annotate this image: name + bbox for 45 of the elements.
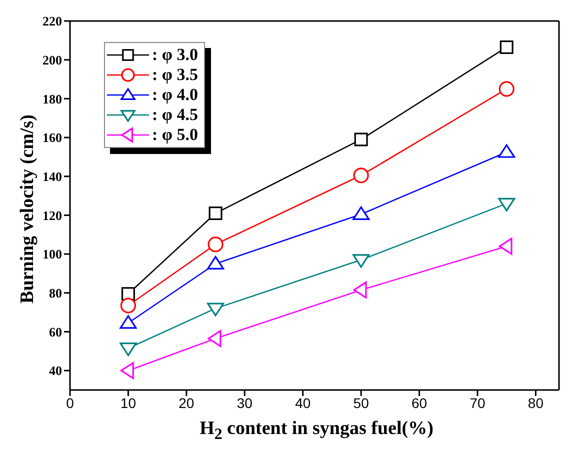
point bbox=[208, 206, 222, 220]
point bbox=[498, 238, 512, 255]
y-tick-label: 100 bbox=[42, 246, 62, 262]
y-tick-label: 220 bbox=[42, 14, 62, 29]
point bbox=[120, 342, 137, 356]
x-tick-label: 70 bbox=[470, 394, 486, 411]
point bbox=[354, 132, 368, 146]
point bbox=[353, 281, 367, 298]
point bbox=[500, 40, 514, 54]
y-tick-label: 180 bbox=[42, 91, 62, 106]
y-tick-label: 200 bbox=[42, 52, 62, 68]
legend-label: : φ 5.0 bbox=[152, 125, 198, 145]
y-tick-label: 60 bbox=[49, 324, 62, 340]
legend-label: : φ 3.5 bbox=[152, 65, 198, 85]
y-axis-title: Burning velocity (cm/s) bbox=[17, 114, 39, 306]
point bbox=[208, 330, 222, 348]
x-tick-label: 60 bbox=[411, 394, 428, 411]
point bbox=[120, 362, 134, 380]
point bbox=[120, 298, 136, 314]
point bbox=[498, 81, 514, 97]
legend-label: : φ 4.5 bbox=[152, 105, 198, 125]
point bbox=[353, 168, 369, 184]
y-tick-label: 140 bbox=[42, 168, 62, 184]
point bbox=[208, 236, 224, 252]
legend-label: : φ 4.0 bbox=[152, 85, 198, 105]
point bbox=[498, 198, 516, 212]
x-tick-label: 0 bbox=[66, 394, 74, 411]
y-tick-label: 40 bbox=[49, 363, 62, 378]
point bbox=[352, 206, 370, 220]
point bbox=[207, 302, 224, 316]
y-tick-label: 80 bbox=[49, 286, 62, 301]
y-tick-label: 120 bbox=[42, 208, 62, 223]
x-tick-label: 50 bbox=[353, 394, 370, 411]
legend-label: : φ 3.0 bbox=[152, 45, 198, 65]
point bbox=[352, 254, 370, 268]
x-tick-label: 10 bbox=[120, 394, 136, 411]
x-tick-label: 20 bbox=[178, 394, 194, 411]
point bbox=[207, 256, 224, 270]
x-tick-label: 80 bbox=[528, 394, 544, 411]
x-axis-title: H$_{2}$ content in syngas fuel(%) bbox=[198, 418, 434, 444]
point bbox=[498, 144, 516, 158]
y-tick-label: 160 bbox=[42, 130, 62, 146]
x-tick-label: 40 bbox=[295, 394, 311, 411]
point bbox=[120, 315, 137, 329]
x-tick-label: 30 bbox=[236, 394, 253, 411]
